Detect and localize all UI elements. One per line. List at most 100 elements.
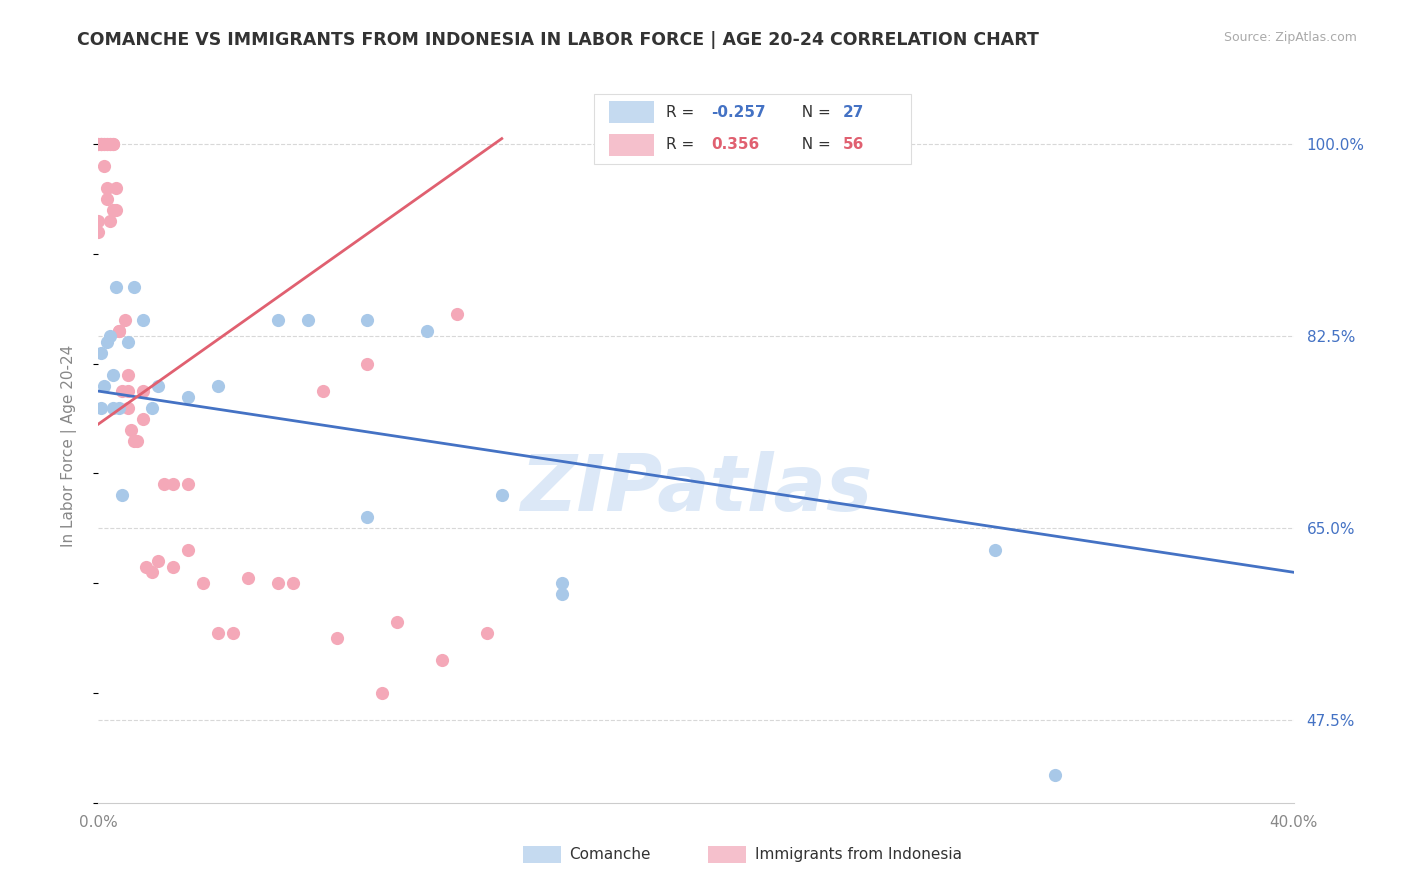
Point <box>96 192 118 206</box>
Point <box>191 576 214 591</box>
Point <box>207 378 229 392</box>
Point <box>148 554 170 568</box>
Point <box>550 576 572 591</box>
Point <box>491 488 513 502</box>
Point <box>153 477 176 491</box>
Point <box>162 477 184 491</box>
Point <box>90 137 112 152</box>
Point <box>135 559 157 574</box>
Point <box>297 312 319 326</box>
Point <box>356 312 378 326</box>
Point <box>177 543 200 558</box>
Point <box>356 357 378 371</box>
Point <box>371 686 394 700</box>
Point <box>267 312 290 326</box>
Point <box>117 368 139 382</box>
Point <box>96 334 118 349</box>
Point <box>148 378 170 392</box>
Bar <box>609 102 654 123</box>
Point <box>105 181 128 195</box>
Point <box>132 312 155 326</box>
Point <box>117 384 139 398</box>
Point <box>132 384 155 398</box>
Point <box>93 378 115 392</box>
Text: ZIPatlas: ZIPatlas <box>520 450 872 527</box>
Point <box>105 280 128 294</box>
Point <box>177 390 200 404</box>
Point <box>281 576 304 591</box>
Point <box>98 214 122 228</box>
Point <box>127 434 149 448</box>
Point <box>124 280 146 294</box>
Point <box>141 566 163 580</box>
Text: COMANCHE VS IMMIGRANTS FROM INDONESIA IN LABOR FORCE | AGE 20-24 CORRELATION CHA: COMANCHE VS IMMIGRANTS FROM INDONESIA IN… <box>77 31 1039 49</box>
Point <box>108 324 131 338</box>
Point <box>984 543 1007 558</box>
Point <box>90 345 112 359</box>
Point <box>356 510 378 524</box>
Point <box>311 384 333 398</box>
Point <box>103 202 125 217</box>
Point <box>141 401 163 415</box>
Point <box>98 137 122 152</box>
Point <box>90 401 112 415</box>
Point <box>132 411 155 425</box>
Text: 0.356: 0.356 <box>711 137 759 153</box>
Point <box>177 477 200 491</box>
Point <box>108 324 131 338</box>
Bar <box>609 134 654 155</box>
Point <box>90 137 112 152</box>
FancyBboxPatch shape <box>595 95 911 164</box>
Text: -0.257: -0.257 <box>711 104 766 120</box>
Point <box>162 559 184 574</box>
Point <box>446 307 468 321</box>
Point <box>87 137 110 152</box>
Text: Source: ZipAtlas.com: Source: ZipAtlas.com <box>1223 31 1357 45</box>
Point <box>267 576 290 591</box>
Point <box>111 488 134 502</box>
Point <box>108 401 131 415</box>
Point <box>93 137 115 152</box>
Point <box>87 225 110 239</box>
Point <box>103 137 125 152</box>
Point <box>117 401 139 415</box>
Text: R =: R = <box>666 104 699 120</box>
Point <box>98 137 122 152</box>
Point <box>222 625 245 640</box>
Point <box>430 653 453 667</box>
Point <box>96 181 118 195</box>
Text: 56: 56 <box>844 137 865 153</box>
Point <box>385 615 409 629</box>
Point <box>236 571 259 585</box>
Text: N =: N = <box>792 104 835 120</box>
Point <box>103 401 125 415</box>
Text: Comanche: Comanche <box>569 847 651 863</box>
Point <box>105 202 128 217</box>
Point <box>96 137 118 152</box>
Point <box>1043 768 1066 782</box>
Bar <box>523 846 561 863</box>
Point <box>103 368 125 382</box>
Point <box>117 334 139 349</box>
Point <box>114 312 136 326</box>
Point <box>103 137 125 152</box>
Text: R =: R = <box>666 137 699 153</box>
Point <box>93 159 115 173</box>
Point <box>87 137 110 152</box>
Text: 27: 27 <box>844 104 865 120</box>
Point <box>111 384 134 398</box>
Point <box>326 631 349 645</box>
Point <box>207 625 229 640</box>
Point <box>87 214 110 228</box>
Point <box>550 587 572 601</box>
Point <box>475 625 498 640</box>
Point <box>93 137 115 152</box>
Y-axis label: In Labor Force | Age 20-24: In Labor Force | Age 20-24 <box>60 345 77 547</box>
Text: Immigrants from Indonesia: Immigrants from Indonesia <box>755 847 962 863</box>
Point <box>120 423 142 437</box>
Point <box>416 324 439 338</box>
Point <box>96 137 118 152</box>
Bar <box>709 846 747 863</box>
Point <box>124 434 146 448</box>
Point <box>90 137 112 152</box>
